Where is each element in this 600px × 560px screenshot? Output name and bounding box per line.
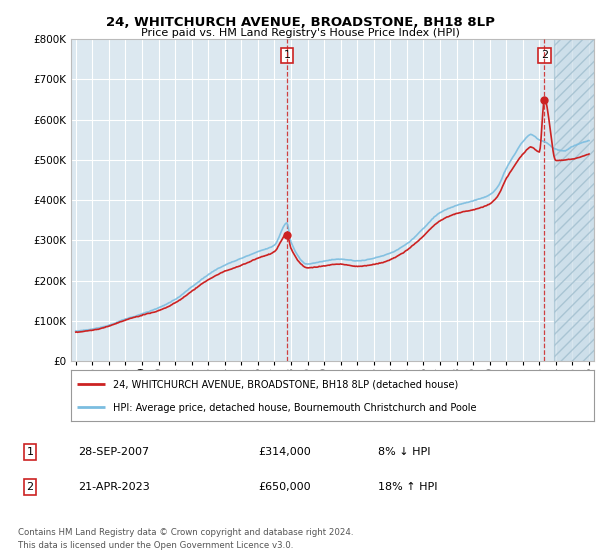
Text: 8% ↓ HPI: 8% ↓ HPI	[378, 447, 431, 457]
Text: Price paid vs. HM Land Registry's House Price Index (HPI): Price paid vs. HM Land Registry's House …	[140, 28, 460, 38]
Text: £650,000: £650,000	[258, 482, 311, 492]
Text: 2: 2	[26, 482, 34, 492]
Text: HPI: Average price, detached house, Bournemouth Christchurch and Poole: HPI: Average price, detached house, Bour…	[113, 403, 476, 413]
Text: 18% ↑ HPI: 18% ↑ HPI	[378, 482, 437, 492]
Text: £314,000: £314,000	[258, 447, 311, 457]
Text: 21-APR-2023: 21-APR-2023	[78, 482, 150, 492]
Text: This data is licensed under the Open Government Licence v3.0.: This data is licensed under the Open Gov…	[18, 541, 293, 550]
Text: 1: 1	[26, 447, 34, 457]
Text: 1: 1	[283, 50, 290, 60]
Text: 2: 2	[541, 50, 548, 60]
Text: 24, WHITCHURCH AVENUE, BROADSTONE, BH18 8LP (detached house): 24, WHITCHURCH AVENUE, BROADSTONE, BH18 …	[113, 379, 458, 389]
Text: 24, WHITCHURCH AVENUE, BROADSTONE, BH18 8LP: 24, WHITCHURCH AVENUE, BROADSTONE, BH18 …	[106, 16, 494, 29]
Text: 28-SEP-2007: 28-SEP-2007	[78, 447, 149, 457]
Bar	[554, 39, 594, 361]
Text: Contains HM Land Registry data © Crown copyright and database right 2024.: Contains HM Land Registry data © Crown c…	[18, 528, 353, 536]
Bar	[554, 39, 594, 361]
